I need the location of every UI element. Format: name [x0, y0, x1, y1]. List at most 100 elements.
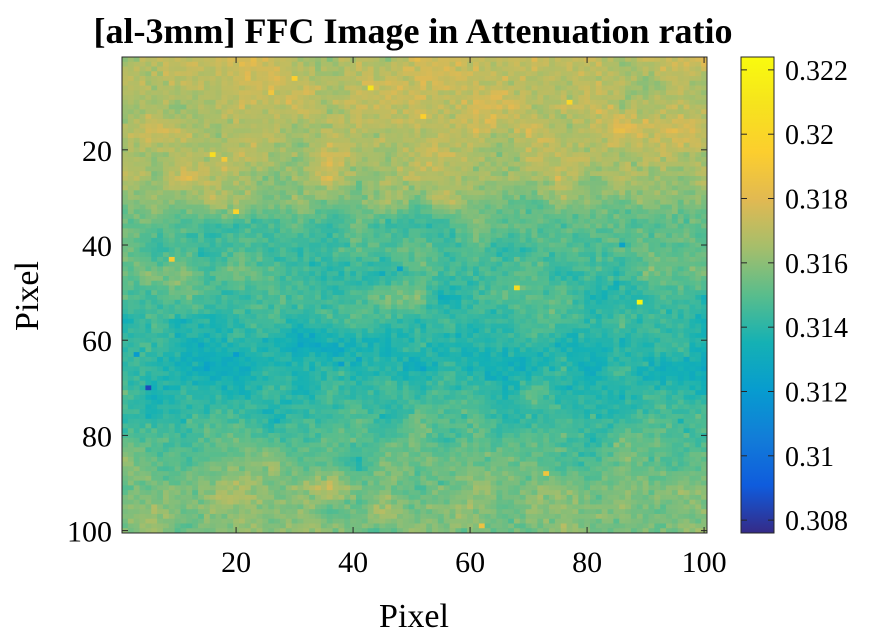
heatmap-cell	[513, 133, 521, 139]
heatmap-cell	[496, 118, 503, 125]
heatmap-cell	[572, 123, 579, 129]
heatmap-cell	[660, 261, 667, 267]
heatmap-cell	[642, 57, 649, 63]
heatmap-cell	[525, 71, 532, 77]
heatmap-cell	[332, 176, 339, 182]
heatmap-cell	[402, 275, 410, 282]
heatmap-cell	[478, 204, 486, 210]
heatmap-cell	[543, 76, 550, 82]
heatmap-cell	[502, 90, 509, 96]
heatmap-cell	[309, 176, 316, 182]
heatmap-cell	[455, 104, 462, 110]
heatmap-cell	[198, 195, 205, 201]
heatmap-cell	[373, 271, 380, 277]
heatmap-cell	[203, 271, 211, 277]
heatmap-cell	[256, 171, 263, 177]
heatmap-cell	[122, 118, 129, 125]
heatmap-cell	[660, 290, 667, 296]
heatmap-cell	[630, 114, 638, 120]
heatmap-cell	[607, 166, 614, 172]
heatmap-cell	[543, 190, 550, 196]
heatmap-cell	[402, 266, 410, 272]
heatmap-cell	[560, 256, 567, 263]
heatmap-cell	[537, 214, 544, 220]
heatmap-cell	[455, 76, 462, 82]
heatmap-cell	[671, 223, 679, 229]
heatmap-cell	[133, 237, 140, 244]
heatmap-cell	[461, 76, 468, 82]
heatmap-cell	[625, 71, 632, 77]
heatmap-cell	[467, 95, 474, 101]
heatmap-cell	[654, 266, 661, 272]
heatmap-cell	[350, 85, 357, 91]
heatmap-cell	[625, 214, 632, 220]
heatmap-cell	[274, 137, 281, 144]
heatmap-cell	[531, 166, 538, 172]
heatmap-cell	[373, 166, 380, 172]
heatmap-cell	[145, 190, 152, 196]
heatmap-cell	[122, 223, 129, 229]
heatmap-cell	[274, 247, 281, 253]
heatmap-cell	[625, 242, 632, 248]
heatmap-cell	[256, 256, 263, 263]
heatmap-cell	[402, 209, 410, 215]
heatmap-cell	[461, 152, 468, 158]
heatmap-cell	[291, 285, 298, 291]
heatmap-cell	[239, 171, 246, 177]
heatmap-cell	[508, 152, 515, 158]
heatmap-cell	[677, 228, 684, 234]
heatmap-cell	[162, 85, 170, 91]
heatmap-cell	[531, 171, 538, 177]
heatmap-cell	[420, 195, 427, 201]
heatmap-cell	[437, 171, 445, 177]
heatmap-cell	[426, 109, 433, 115]
heatmap-cell	[391, 233, 398, 239]
heatmap-cell	[379, 242, 386, 248]
heatmap-cell	[151, 237, 158, 244]
heatmap-cell	[625, 109, 632, 115]
heatmap-cell	[648, 209, 655, 215]
heatmap-cell	[215, 214, 222, 220]
heatmap-cell	[660, 156, 667, 163]
heatmap-cell	[239, 252, 246, 258]
heatmap-cell	[519, 171, 527, 177]
heatmap-cell	[408, 114, 415, 120]
heatmap-cell	[186, 204, 193, 210]
heatmap-cell	[455, 252, 462, 258]
heatmap-cell	[320, 233, 328, 239]
heatmap-cell	[683, 209, 690, 215]
heatmap-cell	[133, 256, 140, 263]
heatmap-cell	[601, 266, 608, 272]
heatmap-cell	[168, 76, 176, 82]
heatmap-cell	[607, 195, 614, 201]
heatmap-cell	[496, 275, 503, 282]
heatmap-cell	[303, 280, 310, 286]
heatmap-cell	[227, 142, 234, 148]
heatmap-cell	[630, 209, 638, 215]
heatmap-cell	[233, 90, 240, 96]
heatmap-cell	[543, 152, 550, 158]
heatmap-cell	[578, 80, 585, 86]
heatmap-cell	[613, 185, 620, 191]
heatmap-cell	[449, 71, 456, 77]
heatmap-cell	[279, 214, 287, 220]
heatmap-cell	[385, 242, 392, 248]
heatmap-cell	[233, 61, 240, 67]
heatmap-cell	[508, 99, 515, 105]
heatmap-cell	[513, 152, 521, 158]
heatmap-cell	[157, 123, 164, 129]
heatmap-cell	[274, 180, 281, 186]
heatmap-cell	[285, 147, 293, 153]
heatmap-cell	[654, 247, 661, 253]
heatmap-cell	[379, 218, 386, 224]
heatmap-cell	[578, 76, 585, 82]
heatmap-cell	[496, 156, 503, 163]
heatmap-cell	[315, 123, 322, 129]
heatmap-cell	[396, 171, 404, 177]
heatmap-cell	[127, 90, 135, 96]
heatmap-cell	[192, 128, 199, 134]
heatmap-cell	[145, 252, 152, 258]
heatmap-cell	[297, 85, 304, 91]
heatmap-cell	[683, 61, 690, 67]
heatmap-cell	[198, 128, 205, 134]
